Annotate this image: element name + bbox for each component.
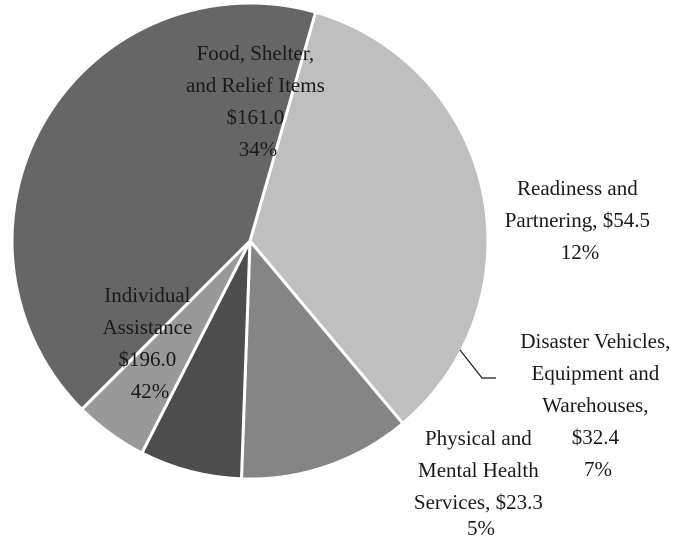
slice-label-line: Readiness and — [517, 176, 638, 200]
slice-label-food-shelter: Food, Shelter, and Relief Items $161.0 3… — [186, 41, 330, 161]
slice-label-individual-assistance: Individual Assistance $196.0 42% — [102, 283, 197, 403]
slice-label-line: Mental Health — [418, 458, 539, 482]
pie-slice-readiness — [239, 239, 405, 481]
slice-percent: 5% — [467, 516, 495, 539]
slice-label-line: Equipment and — [532, 361, 660, 385]
slice-label-line: $32.4 — [572, 425, 620, 449]
slice-label-line: Disaster Vehicles, — [520, 329, 670, 353]
slice-label-line: Warehouses, — [542, 393, 648, 417]
slice-label-line: Partnering, $54.5 — [505, 208, 650, 232]
pie-slice-disaster-vehicles — [140, 239, 252, 481]
slice-label-readiness: Readiness and Partnering, $54.5 12% — [505, 176, 655, 264]
slice-label-physical-mental-health: Physical and Mental Health Services, $23… — [414, 426, 548, 539]
slice-percent: 7% — [584, 457, 612, 481]
slice-label-line: Individual — [104, 283, 190, 307]
slice-value: $161.0 — [227, 105, 285, 129]
slice-value: $196.0 — [119, 347, 177, 371]
pie-slice-food-shelter — [248, 10, 490, 425]
slice-label-line: and Relief Items — [186, 73, 325, 97]
slice-label-line: Services, $23.3 — [414, 490, 543, 514]
slice-label-disaster-vehicles: Disaster Vehicles, Equipment and Warehou… — [520, 329, 675, 481]
leader-line-disaster-vehicles — [459, 349, 496, 379]
slice-label-line: Food, Shelter, — [197, 41, 315, 65]
pie-slices — [10, 1, 490, 481]
slice-label-line: Assistance — [102, 315, 192, 339]
slice-percent: 42% — [131, 379, 170, 403]
slice-label-line: Physical and — [425, 426, 532, 450]
pie-slice-individual-assistance — [10, 1, 318, 411]
slice-percent: 34% — [239, 137, 278, 161]
slice-percent: 12% — [561, 240, 600, 264]
